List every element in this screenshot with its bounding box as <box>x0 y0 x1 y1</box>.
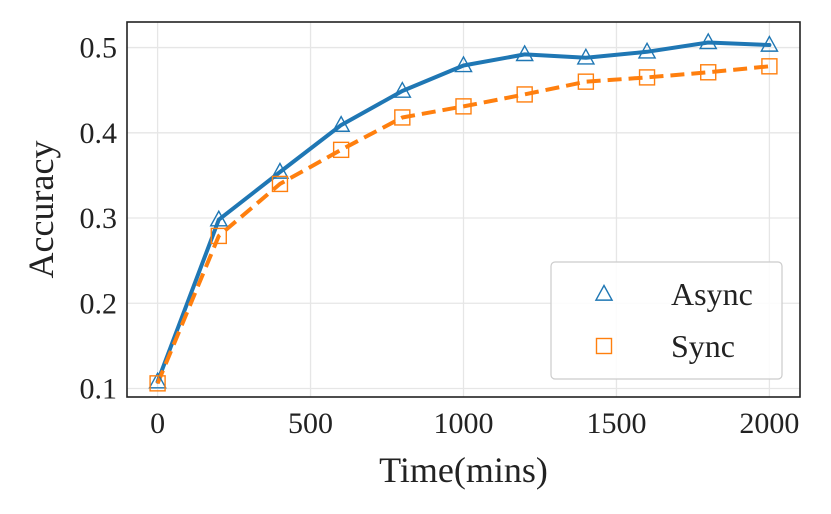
data-point-sync <box>149 375 166 392</box>
y-tick-label: 0.2 <box>80 287 118 320</box>
x-tick-label: 0 <box>150 407 165 440</box>
legend-square-icon <box>595 337 613 355</box>
data-point-sync <box>516 86 533 103</box>
legend-entry-sync: Sync <box>595 328 735 364</box>
x-tick-label: 2000 <box>739 407 799 440</box>
data-point-async <box>454 55 473 73</box>
data-point-async <box>760 35 779 52</box>
series-lines <box>155 40 772 385</box>
x-tick-label: 500 <box>288 407 333 440</box>
y-axis-ticks: 0.1 0.2 0.3 0.4 0.5 <box>80 32 118 406</box>
data-point-sync <box>455 98 472 115</box>
legend-label-async: Async <box>671 276 753 312</box>
y-tick-label: 0.3 <box>80 202 118 235</box>
legend-label-sync: Sync <box>671 328 735 364</box>
series-line-sync <box>155 64 770 385</box>
legend-marker-triangle-icon <box>594 284 614 301</box>
legend-triangle-icon <box>594 284 614 301</box>
data-point-sync <box>761 58 778 75</box>
data-point-async <box>393 81 412 98</box>
data-point-sync <box>638 69 656 86</box>
x-axis-title: Time(mins) <box>379 450 548 490</box>
plot-frame <box>126 21 801 398</box>
series-markers <box>148 32 779 392</box>
x-axis-ticks: 0 500 1000 1500 2000 <box>150 407 799 440</box>
data-point-async <box>148 371 167 389</box>
data-point-sync <box>700 64 717 81</box>
legend-marker-square-icon <box>595 337 613 355</box>
data-point-async <box>331 115 351 132</box>
y-axis-title: Accuracy <box>21 141 61 279</box>
data-point-sync <box>577 73 595 90</box>
data-point-async <box>698 32 718 50</box>
x-tick-label: 1000 <box>434 407 494 440</box>
legend-entry-async: Async <box>594 276 753 312</box>
data-point-sync <box>332 141 350 159</box>
data-point-sync <box>271 175 289 193</box>
data-point-async <box>637 41 657 59</box>
series-line-async <box>155 40 772 384</box>
data-point-sync <box>394 109 411 126</box>
legend: Async Sync <box>550 261 783 380</box>
data-point-async <box>270 162 290 179</box>
data-point-async <box>515 44 534 62</box>
y-tick-label: 0.5 <box>80 32 118 65</box>
data-point-async <box>209 209 229 227</box>
data-point-sync <box>210 227 227 245</box>
y-tick-label: 0.4 <box>80 117 118 150</box>
legend-box <box>550 261 783 380</box>
x-tick-label: 1500 <box>586 407 646 440</box>
data-point-async <box>576 47 596 65</box>
y-tick-label: 0.1 <box>80 372 118 405</box>
